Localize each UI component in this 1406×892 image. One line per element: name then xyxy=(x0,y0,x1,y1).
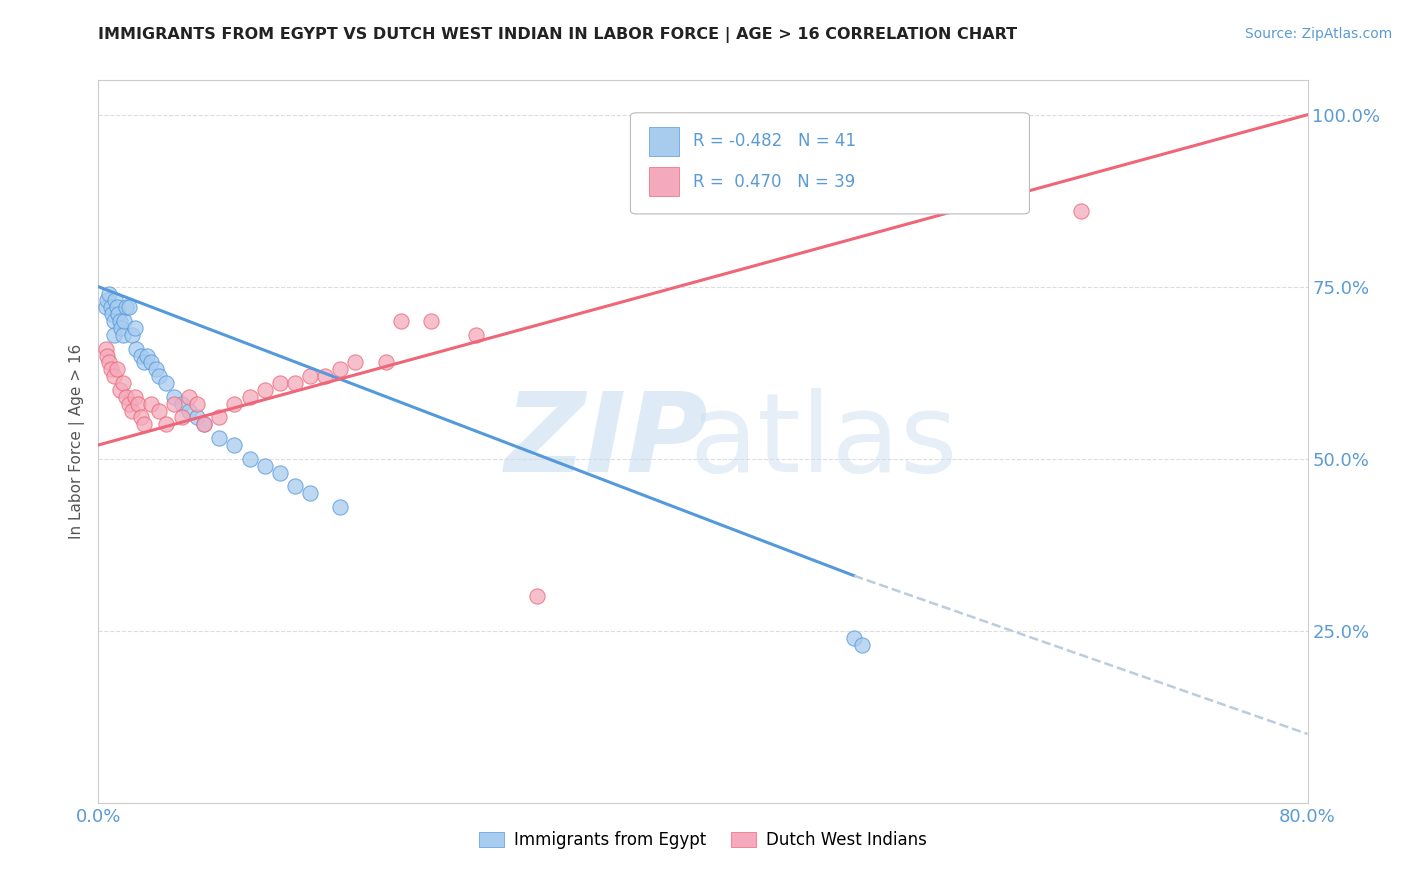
Point xyxy=(121,403,143,417)
Point xyxy=(163,390,186,404)
Text: atlas: atlas xyxy=(690,388,957,495)
Point xyxy=(103,369,125,384)
Point xyxy=(186,397,208,411)
Point xyxy=(103,314,125,328)
Point xyxy=(253,458,276,473)
Text: ZIP: ZIP xyxy=(505,388,709,495)
Point xyxy=(98,286,121,301)
Point xyxy=(284,479,307,493)
Text: Source: ZipAtlas.com: Source: ZipAtlas.com xyxy=(1244,27,1392,41)
Point xyxy=(851,638,873,652)
Point xyxy=(124,321,146,335)
Point xyxy=(148,403,170,417)
Point xyxy=(329,500,352,514)
Point xyxy=(224,438,246,452)
Point xyxy=(96,293,118,308)
Point xyxy=(111,376,134,390)
Point xyxy=(344,355,367,369)
Point xyxy=(170,397,193,411)
Point xyxy=(110,321,132,335)
Point xyxy=(1070,204,1092,219)
Point xyxy=(96,349,118,363)
Point xyxy=(186,410,208,425)
Point xyxy=(208,431,231,445)
Point xyxy=(239,390,262,404)
Point xyxy=(94,342,117,356)
Point xyxy=(100,362,122,376)
Point xyxy=(129,349,152,363)
Y-axis label: In Labor Force | Age > 16: In Labor Force | Age > 16 xyxy=(69,344,86,539)
Bar xyxy=(648,168,679,196)
Point xyxy=(299,369,322,384)
Point xyxy=(103,327,125,342)
Point xyxy=(132,355,155,369)
Point xyxy=(193,417,215,432)
Point xyxy=(121,327,143,342)
Point xyxy=(145,362,167,376)
Point xyxy=(108,383,131,397)
Point xyxy=(148,369,170,384)
Legend: Immigrants from Egypt, Dutch West Indians: Immigrants from Egypt, Dutch West Indian… xyxy=(472,824,934,856)
Point xyxy=(107,307,129,321)
Text: R =  0.470   N = 39: R = 0.470 N = 39 xyxy=(693,173,856,191)
Point xyxy=(105,301,128,315)
Point xyxy=(844,631,866,645)
Point xyxy=(374,355,396,369)
Point xyxy=(284,376,307,390)
Point xyxy=(193,417,215,432)
Point xyxy=(299,486,322,500)
Point xyxy=(253,383,276,397)
Point xyxy=(329,362,352,376)
Point xyxy=(135,349,157,363)
Point xyxy=(179,390,201,404)
Point xyxy=(104,293,127,308)
Point xyxy=(269,466,291,480)
Point xyxy=(108,314,131,328)
Point xyxy=(170,410,193,425)
Point xyxy=(129,410,152,425)
Point xyxy=(224,397,246,411)
Point xyxy=(124,390,146,404)
Point xyxy=(163,397,186,411)
Point xyxy=(127,397,149,411)
Text: IMMIGRANTS FROM EGYPT VS DUTCH WEST INDIAN IN LABOR FORCE | AGE > 16 CORRELATION: IMMIGRANTS FROM EGYPT VS DUTCH WEST INDI… xyxy=(98,27,1018,43)
Point xyxy=(420,314,443,328)
Point xyxy=(132,417,155,432)
Point xyxy=(118,397,141,411)
Text: R = -0.482   N = 41: R = -0.482 N = 41 xyxy=(693,132,856,151)
Point xyxy=(269,376,291,390)
Point xyxy=(141,397,163,411)
Point xyxy=(526,590,548,604)
Point xyxy=(105,362,128,376)
Point xyxy=(389,314,412,328)
Point xyxy=(98,355,121,369)
Point xyxy=(141,355,163,369)
Point xyxy=(114,301,136,315)
Point xyxy=(114,390,136,404)
Point xyxy=(239,451,262,466)
Point xyxy=(101,307,124,321)
Point xyxy=(100,301,122,315)
Bar xyxy=(648,127,679,156)
Point xyxy=(179,403,201,417)
Point xyxy=(112,314,135,328)
Point xyxy=(155,417,177,432)
Point xyxy=(125,342,148,356)
Point xyxy=(208,410,231,425)
Point xyxy=(118,301,141,315)
Point xyxy=(465,327,488,342)
Point xyxy=(314,369,336,384)
Point xyxy=(111,327,134,342)
Point xyxy=(155,376,177,390)
FancyBboxPatch shape xyxy=(630,112,1029,214)
Point xyxy=(94,301,117,315)
